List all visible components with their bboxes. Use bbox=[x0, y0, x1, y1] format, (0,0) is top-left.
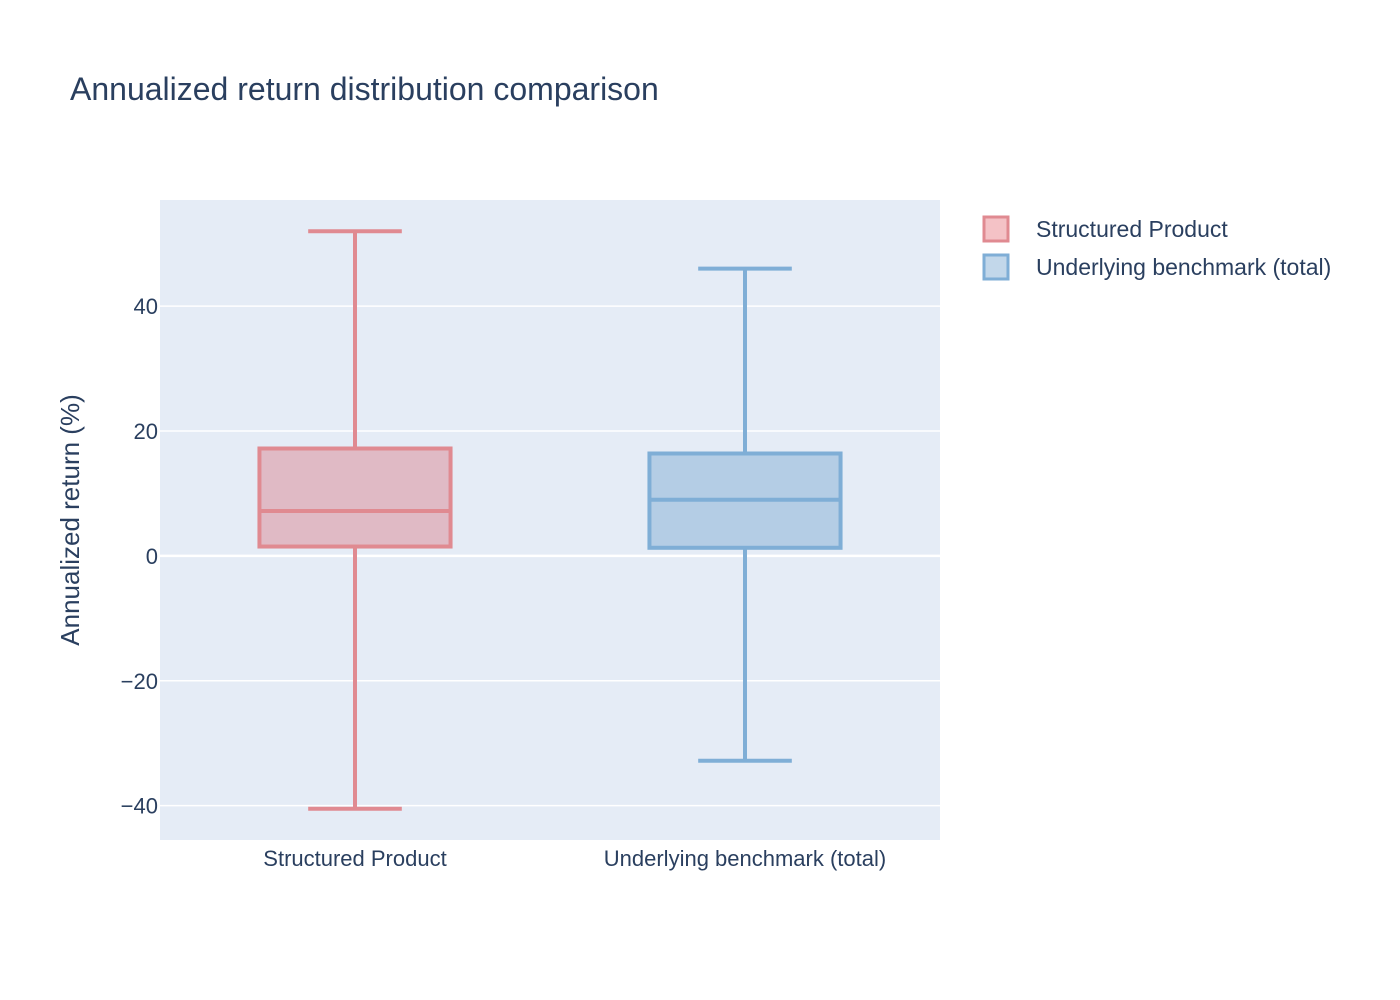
legend-swatch bbox=[982, 215, 1010, 243]
box-trace[interactable] bbox=[257, 229, 453, 811]
legend-swatch bbox=[982, 253, 1010, 281]
y-tick-label: 20 bbox=[134, 419, 158, 444]
legend[interactable]: Structured Product Underlying benchmark (… bbox=[982, 215, 1331, 281]
iqr-box bbox=[257, 446, 453, 549]
legend-label: Underlying benchmark (total) bbox=[1036, 254, 1331, 280]
y-axis-ticks: 40 20 0 −20 −40 bbox=[121, 294, 158, 819]
y-tick-label: −40 bbox=[121, 794, 158, 819]
chart-title: Annualized return distribution compariso… bbox=[70, 71, 659, 107]
legend-label: Structured Product bbox=[1036, 216, 1228, 242]
y-tick-label: −20 bbox=[121, 669, 158, 694]
boxes bbox=[257, 229, 843, 811]
x-tick-label: Structured Product bbox=[263, 846, 446, 871]
x-tick-label: Underlying benchmark (total) bbox=[604, 846, 886, 871]
y-axis-title: Annualized return (%) bbox=[55, 394, 85, 645]
legend-item[interactable]: Structured Product bbox=[982, 215, 1228, 243]
y-tick-label: 0 bbox=[146, 544, 158, 569]
legend-item[interactable]: Underlying benchmark (total) bbox=[982, 253, 1331, 281]
gridlines bbox=[160, 305, 940, 807]
box-trace[interactable] bbox=[647, 266, 843, 763]
y-tick-label: 40 bbox=[134, 294, 158, 319]
x-axis-ticks: Structured Product Underlying benchmark (… bbox=[263, 846, 886, 871]
